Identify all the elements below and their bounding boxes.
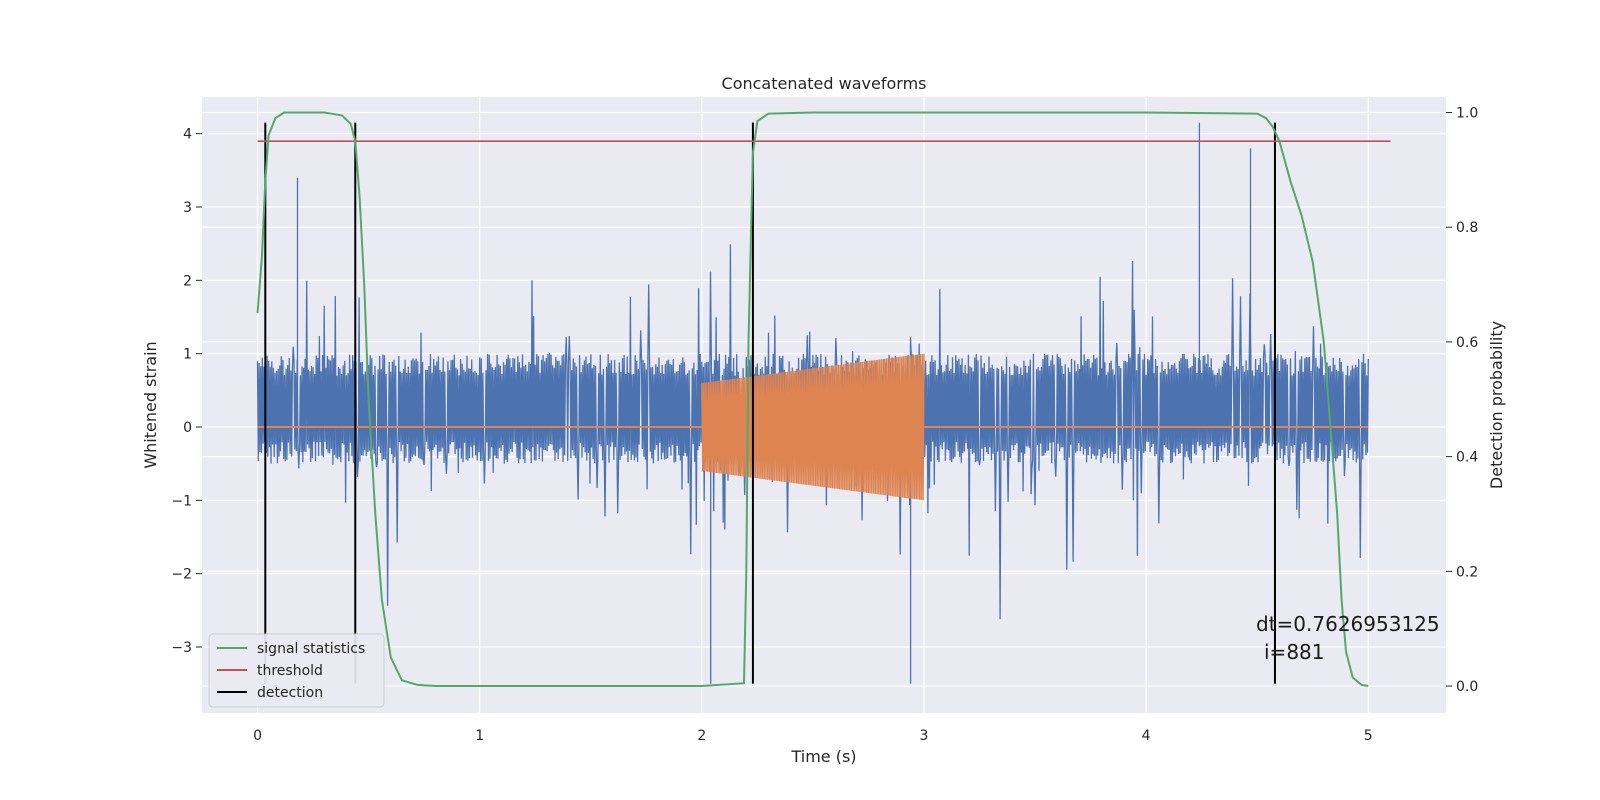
chirp-series (257, 353, 1369, 501)
x-axis-label: Time (s) (790, 747, 856, 766)
y-tick-label-2: −1 (171, 493, 192, 509)
x-tick-label-5: 5 (1364, 728, 1373, 744)
y-tick-label-7: 4 (183, 127, 192, 143)
detection-lines (264, 122, 1276, 684)
legend: signal statistics threshold detection (208, 633, 385, 708)
y2-tick-label-0: 0.0 (1456, 679, 1478, 695)
y-tick-label-1: −2 (171, 567, 192, 583)
x-tick-label-2: 2 (697, 728, 706, 744)
y2-tick-labels: 0.0 0.2 0.4 0.6 0.8 1.0 (1446, 105, 1478, 695)
y-tick-label-5: 2 (183, 273, 192, 289)
noise-waveform (256, 122, 1369, 684)
x-tick-label-1: 1 (475, 728, 484, 744)
legend-box (208, 633, 385, 708)
y-tick-label-6: 3 (183, 200, 192, 216)
y-tick-labels: −3 −2 −1 0 1 2 3 4 (171, 127, 202, 656)
x-tick-label-0: 0 (253, 728, 262, 744)
index-annotation: i=881 (1264, 640, 1325, 664)
y2-axis-label: Detection probability (1487, 321, 1506, 489)
signal-statistics-line (256, 111, 1369, 687)
signal-statistics-curve (256, 111, 1369, 687)
x-tick-labels: 0 1 2 3 4 5 (253, 728, 1373, 744)
legend-label-detection: detection (257, 685, 323, 701)
noise-series (256, 122, 1369, 684)
y-axis-label: Whitened strain (141, 341, 160, 468)
y-tick-label-3: 0 (183, 420, 192, 436)
x-tick-label-4: 4 (1142, 728, 1151, 744)
x-tick-label-3: 3 (920, 728, 929, 744)
dt-annotation: dt=0.7626953125 (1256, 612, 1440, 636)
y2-tick-label-2: 0.4 (1456, 450, 1478, 466)
y2-tick-label-4: 0.8 (1456, 220, 1478, 236)
chart-title: Concatenated waveforms (722, 74, 927, 93)
y2-tick-label-1: 0.2 (1456, 564, 1478, 580)
legend-label-signal: signal statistics (257, 641, 365, 657)
chirp-waveform (701, 353, 925, 501)
y2-tick-label-3: 0.6 (1456, 335, 1478, 351)
legend-label-threshold: threshold (257, 663, 323, 679)
y-tick-label-0: −3 (171, 640, 192, 656)
y2-tick-label-5: 1.0 (1456, 105, 1478, 121)
y-tick-label-4: 1 (183, 347, 192, 363)
